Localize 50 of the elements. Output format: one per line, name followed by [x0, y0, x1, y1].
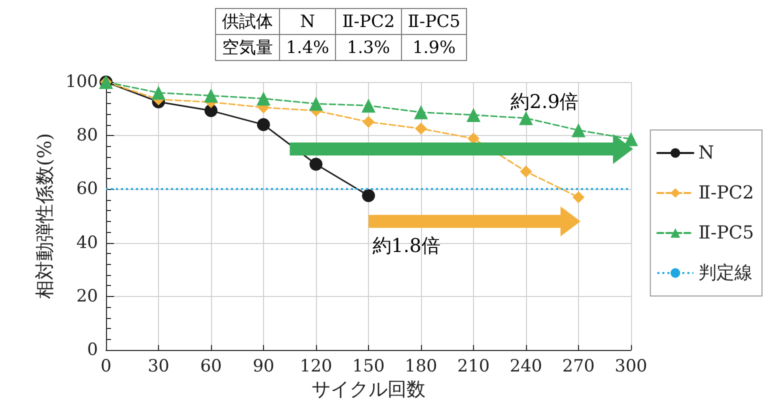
text: N — [280, 8, 336, 34]
x-tick-label: 270 — [562, 356, 595, 376]
y-tick-label: 20 — [76, 286, 98, 306]
point — [362, 189, 375, 202]
y-tick-label: 80 — [76, 126, 98, 146]
x-tick-label: 240 — [510, 356, 542, 376]
text: 供試体 — [216, 8, 280, 34]
point — [466, 108, 480, 122]
text: 1.3% — [336, 34, 402, 60]
x-tick-label: 60 — [200, 356, 222, 376]
annotation: 約1.8倍 — [372, 234, 440, 260]
text: 1.9% — [401, 34, 467, 60]
y-tick-label: 100 — [66, 72, 98, 92]
x-tick-label: 90 — [252, 356, 274, 376]
point — [572, 191, 584, 204]
point — [204, 88, 218, 103]
text: Ⅱ-PC5 — [401, 8, 467, 34]
y-axis-title: 相対動弾性係数(%) — [34, 133, 56, 299]
x-tick-label: 300 — [614, 356, 648, 376]
point — [519, 111, 533, 126]
point — [414, 105, 428, 120]
y-tick-label: 0 — [87, 340, 98, 360]
x-tick-label: 150 — [352, 356, 385, 376]
legend-label: Ⅱ-PC5 — [698, 222, 754, 244]
x-axis-title: サイクル回数 — [312, 378, 426, 400]
point — [624, 132, 638, 146]
point — [310, 158, 322, 171]
y-tick-label: 60 — [76, 179, 98, 200]
point — [520, 166, 532, 178]
point — [256, 92, 270, 106]
x-tick-label: 0 — [100, 356, 112, 376]
point — [572, 123, 586, 138]
legend-label: 判定線 — [698, 262, 752, 284]
annotation: 約2.9倍 — [510, 90, 579, 115]
y-tick-label: 40 — [76, 232, 98, 253]
text: Ⅱ-PC2 — [336, 8, 402, 34]
x-tick-label: 180 — [404, 356, 438, 376]
point — [362, 98, 376, 113]
text: 空気量 — [216, 34, 280, 60]
point — [152, 86, 166, 100]
x-tick-label: 210 — [457, 356, 490, 376]
point — [309, 96, 323, 111]
point — [362, 116, 374, 128]
legend-label: N — [698, 142, 714, 164]
x-tick-label: 120 — [300, 356, 332, 376]
point — [257, 118, 270, 132]
x-tick-label: 30 — [148, 356, 170, 376]
point — [415, 122, 427, 135]
legend-label: Ⅱ-PC2 — [698, 182, 754, 204]
text: 1.4% — [280, 34, 336, 60]
